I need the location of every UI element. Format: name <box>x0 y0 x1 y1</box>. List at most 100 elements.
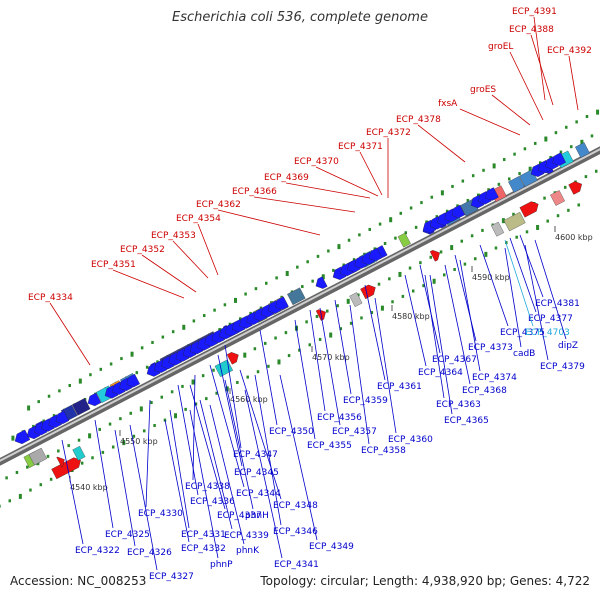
reverse-gene-arrow[interactable] <box>313 276 328 291</box>
reverse-gene-label[interactable]: ECP_4357 <box>332 427 377 437</box>
reverse-gene-label[interactable]: ECP_4375 <box>500 328 545 338</box>
forward-gene-block[interactable] <box>72 445 86 461</box>
forward-gene-arrow[interactable] <box>519 199 541 218</box>
reverse-gene-label[interactable]: ECP_4341 <box>274 560 319 570</box>
reverse-gene-label[interactable]: phnK <box>236 546 260 556</box>
reverse-gene-label[interactable]: ECP_4379 <box>540 362 585 372</box>
forward-gene-block[interactable] <box>491 221 505 237</box>
forward-gene-label[interactable]: ECP_4352 <box>120 245 165 255</box>
forward-gene-label[interactable]: groES <box>470 85 496 95</box>
guide-dot <box>205 397 208 401</box>
forward-gene-label[interactable]: ECP_4354 <box>176 214 221 224</box>
reverse-gene-label[interactable]: ECP_4368 <box>462 386 507 396</box>
forward-gene-label[interactable]: ECP_4370 <box>294 157 339 167</box>
reverse-gene-arrow[interactable] <box>550 152 566 168</box>
guide-dot <box>528 166 532 172</box>
forward-gene-label[interactable]: ECP_4392 <box>547 46 592 56</box>
forward-gene-label[interactable]: fxsA <box>438 99 458 109</box>
reverse-gene-block[interactable] <box>72 398 91 416</box>
forward-gene-label[interactable]: groEL <box>488 42 513 52</box>
reverse-gene-arrow[interactable] <box>53 410 70 426</box>
leader-line <box>504 239 534 327</box>
reverse-gene-arrow[interactable] <box>366 247 383 263</box>
forward-gene-arrow[interactable] <box>226 350 241 365</box>
forward-gene-label[interactable]: ECP_4372 <box>366 128 411 138</box>
reverse-gene-label[interactable]: ECP_4339 <box>224 531 269 541</box>
guide-dot <box>380 305 384 311</box>
reverse-gene-label[interactable]: ECP_4344 <box>236 489 281 499</box>
reverse-gene-label[interactable]: ECP_4363 <box>436 400 481 410</box>
reverse-gene-label[interactable]: ECP_4381 <box>535 299 580 309</box>
guide-dot <box>130 351 134 357</box>
forward-gene-label[interactable]: ECP_4371 <box>338 142 383 152</box>
forward-gene-label[interactable]: ECP_4334 <box>28 293 73 303</box>
guide-dot <box>470 234 474 238</box>
forward-gene-label[interactable]: ECP_4353 <box>151 231 196 241</box>
reverse-gene-label[interactable]: ECP_4326 <box>127 548 172 558</box>
reverse-gene-label[interactable]: ECP_4358 <box>361 446 406 456</box>
forward-gene-label[interactable]: ECP_4351 <box>91 260 136 270</box>
forward-gene-label[interactable]: ECP_4378 <box>396 115 441 125</box>
reverse-gene-label[interactable]: ECP_4337 <box>217 511 262 521</box>
reverse-gene-label[interactable]: ECP_4355 <box>307 441 352 451</box>
leader-line <box>334 299 352 395</box>
reverse-gene-label[interactable]: ECP_4350 <box>269 427 314 437</box>
reverse-gene-label[interactable]: ECP_4367 <box>432 355 477 365</box>
forward-gene-label[interactable]: ECP_4369 <box>264 173 309 183</box>
guide-dot <box>456 204 459 208</box>
reverse-gene-label[interactable]: ECP_4377 <box>528 314 573 324</box>
reverse-gene-arrow[interactable] <box>85 392 102 408</box>
reverse-gene-arrow[interactable] <box>124 373 140 389</box>
forward-gene-label[interactable]: ECP_4388 <box>509 25 554 35</box>
forward-gene-label[interactable]: ECP_4391 <box>512 7 557 17</box>
reverse-gene-label[interactable]: ECP_4346 <box>273 527 318 537</box>
reverse-gene-label[interactable]: cadB <box>513 349 535 359</box>
reverse-gene-label[interactable]: ECP_4361 <box>377 382 422 392</box>
reverse-gene-arrow[interactable] <box>483 187 499 203</box>
reverse-gene-label[interactable]: ECP_4360 <box>388 435 433 445</box>
reverse-gene-label[interactable]: ECP_4347 <box>233 450 278 460</box>
forward-gene-arrow[interactable] <box>568 179 585 195</box>
reverse-gene-label[interactable]: ECP_4348 <box>273 501 318 511</box>
forward-gene-label[interactable]: ECP_4366 <box>232 187 277 197</box>
reverse-gene-label[interactable]: ECP_4338 <box>185 482 230 492</box>
reverse-gene-block[interactable] <box>28 447 48 466</box>
guide-dot <box>284 331 288 335</box>
forward-gene-arrow[interactable] <box>51 455 84 480</box>
reverse-gene-label[interactable]: ECP_4373 <box>468 343 513 353</box>
forward-gene-block[interactable] <box>214 359 234 378</box>
forward-gene-block[interactable] <box>550 190 565 206</box>
reverse-gene-label[interactable]: ECP_4330 <box>138 509 183 519</box>
reverse-gene-label[interactable]: ECP_4359 <box>343 396 388 406</box>
reverse-gene-arrow[interactable] <box>273 296 289 312</box>
reverse-gene-label[interactable]: dipZ <box>558 341 578 351</box>
reverse-gene-label[interactable]: ECP_4336 <box>190 497 235 507</box>
reverse-gene-block[interactable] <box>575 142 590 158</box>
reverse-gene-label[interactable]: ECP_4332 <box>181 544 226 554</box>
reverse-gene-arrow[interactable] <box>12 429 31 446</box>
forward-gene-block[interactable] <box>503 211 526 232</box>
forward-gene-arrow[interactable] <box>429 248 442 262</box>
reverse-gene-block[interactable] <box>397 232 411 248</box>
guide-dot <box>590 134 594 138</box>
reverse-gene-arrow[interactable] <box>449 204 466 220</box>
reverse-gene-block[interactable] <box>508 176 525 193</box>
reverse-gene-label[interactable]: ECP_4322 <box>75 546 120 556</box>
reverse-gene-label[interactable]: ECP_4349 <box>309 542 354 552</box>
guide-dot <box>377 282 381 286</box>
reverse-gene-label[interactable]: phnP <box>210 560 233 570</box>
reverse-gene-label[interactable]: phnH <box>245 511 269 521</box>
reverse-gene-label[interactable]: ECP_4374 <box>472 373 517 383</box>
reverse-gene-label[interactable]: ECP_4325 <box>105 530 150 540</box>
forward-gene-label[interactable]: ECP_4362 <box>196 200 241 210</box>
reverse-gene-label[interactable]: ECP_4345 <box>234 468 279 478</box>
reverse-gene-label[interactable]: ECP_4703 <box>525 328 570 338</box>
reverse-gene-label[interactable]: ECP_4365 <box>444 416 489 426</box>
reverse-gene-label[interactable]: ECP_4356 <box>317 413 362 423</box>
reverse-gene-block[interactable] <box>287 287 306 306</box>
forward-gene-block[interactable] <box>349 292 363 307</box>
reverse-gene-label[interactable]: ECP_4327 <box>149 572 194 582</box>
forward-gene-arrow[interactable] <box>360 283 377 300</box>
reverse-gene-label[interactable]: ECP_4331 <box>181 530 226 540</box>
forward-gene-arrow[interactable] <box>56 455 67 468</box>
